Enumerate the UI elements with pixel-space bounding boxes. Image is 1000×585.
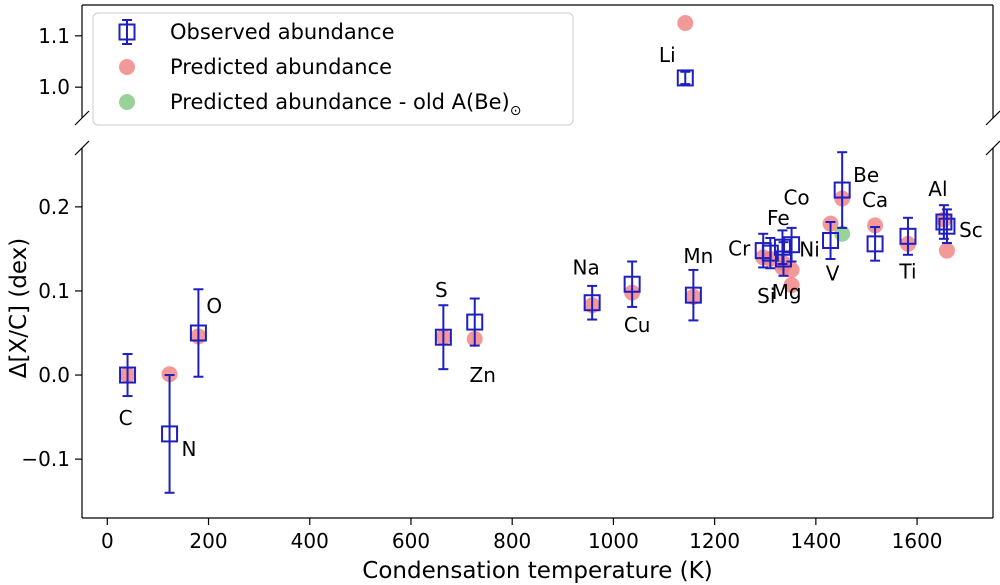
element-label: Cu: [624, 313, 651, 337]
element-label: Sc: [959, 218, 983, 242]
predicted-point: [677, 14, 694, 31]
observed-point: [434, 328, 452, 346]
y-tick-label: 0.2: [38, 195, 70, 219]
legend-subscript: ⊙: [510, 103, 522, 119]
break-mark: [985, 140, 1000, 156]
legend-marker-predicted_old: [119, 94, 135, 110]
observed-point: [583, 294, 601, 312]
observed-point: [783, 236, 801, 254]
element-label: Na: [573, 256, 600, 280]
axis-labels: Condensation temperature (K) Δ[X/C] (dex…: [6, 238, 713, 584]
element-label: Ni: [799, 238, 820, 262]
observed-point: [773, 238, 791, 256]
x-tick-label: 0: [101, 529, 114, 553]
observed-point: [833, 181, 851, 199]
observed-point: [676, 69, 694, 87]
x-tick-label: 200: [189, 529, 227, 553]
upper-panel: 1.0 1.1 Li: [38, 4, 1000, 126]
y-tick-label: 1.1: [38, 24, 70, 48]
x-axis-title: Condensation temperature (K): [362, 558, 712, 584]
y-tick-label: −0.1: [21, 447, 70, 471]
observed-point: [761, 244, 779, 262]
element-label: Co: [783, 186, 809, 210]
y-tick-label: 1.0: [38, 75, 70, 99]
element-label: O: [206, 294, 222, 318]
legend-marker-predicted: [119, 59, 135, 75]
x-tick-label: 1400: [790, 529, 841, 553]
y-tick-label: 0.0: [38, 363, 70, 387]
observed-point: [822, 232, 840, 249]
legend-label: Observed abundance: [170, 20, 395, 44]
observed-point: [899, 227, 917, 245]
element-label: Fe: [767, 206, 790, 230]
observed-point: [466, 313, 484, 331]
legend-box: [92, 12, 574, 126]
break-mark: [74, 110, 90, 126]
x-tick-label: 1000: [588, 529, 639, 553]
element-label: Zn: [470, 363, 496, 387]
predicted-point: [938, 242, 955, 259]
element-label: Cr: [728, 237, 751, 261]
break-mark: [985, 110, 1000, 126]
element-label: Be: [853, 163, 879, 187]
element-label: Mn: [683, 244, 713, 268]
lower-panel: 0 200 400 600 800 1000 1200 1400 1600 −0.1 0.0 0.1 0…: [21, 140, 1000, 553]
element-label: V: [826, 262, 840, 286]
element-label: C: [119, 406, 133, 430]
element-label: Mg: [772, 280, 802, 304]
x-tick-label: 400: [291, 529, 329, 553]
element-label: Al: [928, 177, 947, 201]
observed-point: [866, 235, 884, 253]
element-label: N: [182, 437, 197, 461]
predicted-point: [783, 277, 800, 294]
observed-point: [623, 275, 641, 293]
x-tick-label: 1200: [689, 529, 740, 553]
legend-label: Predicted abundance: [170, 55, 392, 79]
element-label: S: [435, 278, 448, 302]
predicted-point: [867, 217, 884, 234]
element-label: Ca: [862, 188, 888, 212]
observed-point: [935, 213, 953, 231]
y-axis-title: Δ[X/C] (dex): [6, 238, 32, 378]
y-tick-label: 0.1: [38, 279, 70, 303]
element-label: Li: [659, 43, 676, 67]
observed-point: [684, 286, 702, 304]
x-tick-label: 600: [392, 529, 430, 553]
observed-point: [189, 324, 207, 342]
element-label: Si: [757, 284, 775, 308]
break-mark: [74, 140, 90, 156]
observed-point: [938, 217, 956, 235]
element-label: Ti: [898, 259, 916, 283]
x-tick-label: 800: [493, 529, 531, 553]
x-tick-label: 1600: [892, 529, 943, 553]
legend-marker-observed: [118, 23, 136, 41]
observed-point: [119, 366, 137, 384]
observed-point: [161, 425, 179, 443]
